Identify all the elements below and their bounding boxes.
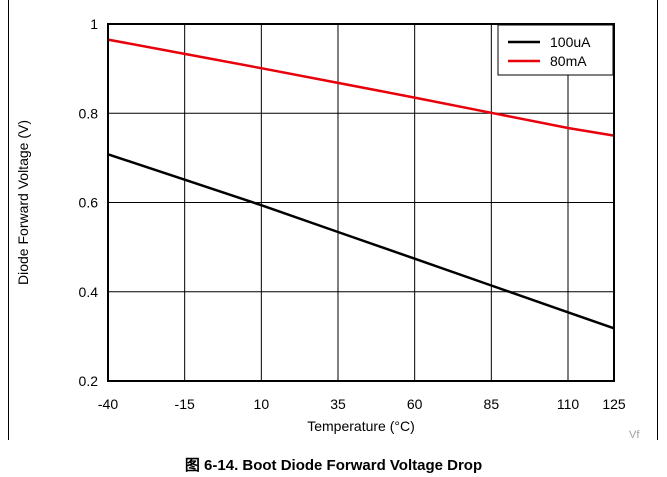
y-tick-label: 0.6: [79, 195, 99, 211]
y-tick-label: 0.2: [79, 373, 99, 389]
grid-lines: [107, 23, 615, 382]
x-tick-label: 10: [254, 396, 270, 412]
tick-labels: -40 -15 10 35 60 85 110 125 0.2 0.4 0.6 0.8 1: [79, 16, 626, 412]
y-axis-title: Diode Forward Voltage (V): [15, 120, 31, 285]
legend: 100uA 80mA: [497, 24, 614, 76]
x-tick-label: -40: [98, 396, 118, 412]
x-tick-label: 85: [484, 396, 500, 412]
y-tick-label: 1: [90, 16, 98, 32]
legend-label: 100uA: [550, 34, 591, 50]
x-axis-title: Temperature (°C): [307, 418, 415, 434]
line-chart: -40 -15 10 35 60 85 110 125 0.2 0.4 0.6 0.8 1 100uA 8…: [15, 16, 640, 441]
figure-caption: 图 6-14. Boot Diode Forward Voltage Drop: [184, 457, 483, 474]
y-tick-label: 0.4: [79, 284, 99, 300]
frame-right-border: [657, 0, 658, 440]
legend-box: [497, 24, 614, 76]
x-tick-label: 35: [330, 396, 346, 412]
frame-left-border: [8, 0, 9, 440]
series-line: [107, 153, 615, 330]
x-tick-label: 60: [407, 396, 423, 412]
x-tick-label: -15: [175, 396, 195, 412]
watermark-label: Vf: [629, 429, 640, 441]
legend-label: 80mA: [550, 53, 587, 69]
plot-frame: [107, 23, 615, 382]
x-tick-label: 125: [602, 396, 626, 412]
y-tick-label: 0.8: [79, 105, 99, 121]
series-lines: [107, 38, 615, 330]
series-line: [107, 38, 615, 137]
x-tick-label: 110: [557, 396, 580, 412]
